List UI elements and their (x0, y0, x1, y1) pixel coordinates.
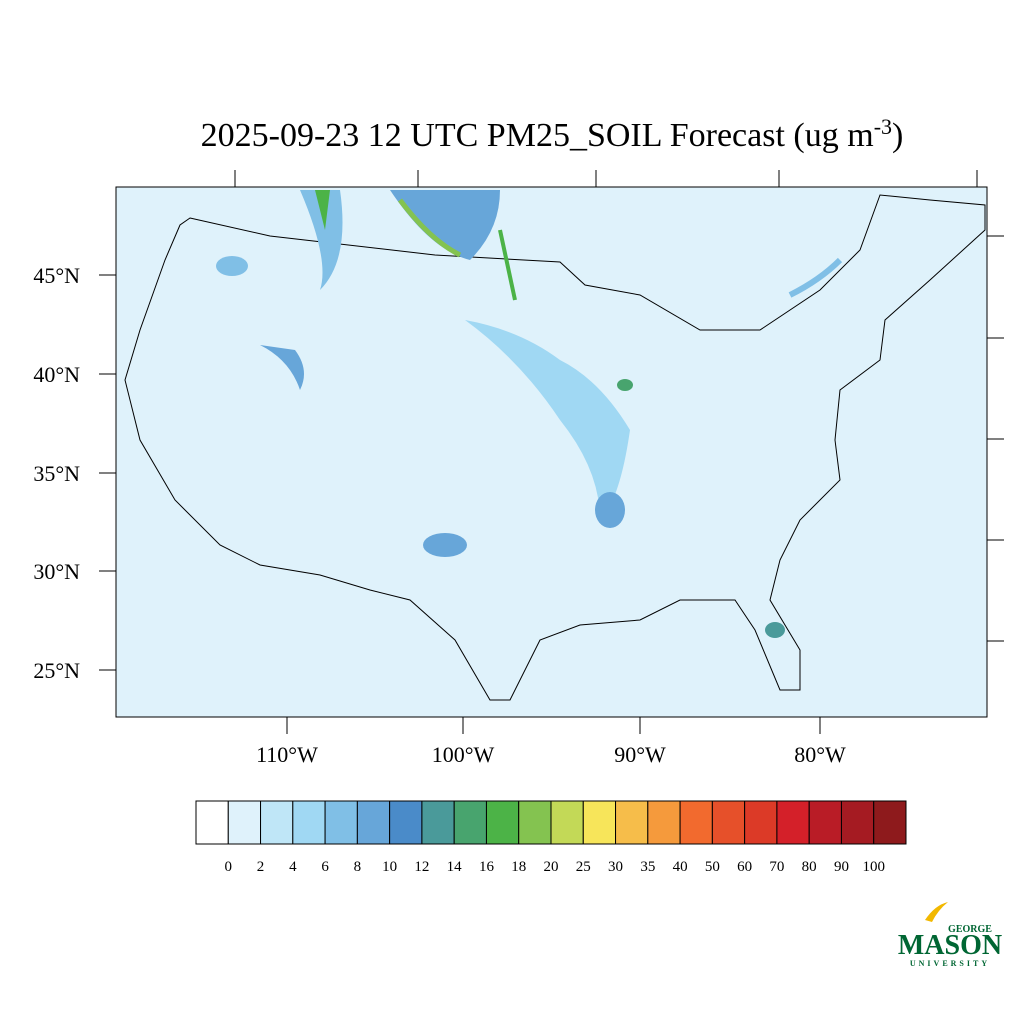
title: 2025-09-23 12 UTC PM25_SOIL Forecast (ug… (201, 114, 904, 154)
plume (498, 229, 517, 301)
logo-main: MASON (898, 930, 1002, 961)
colorbar-box (615, 800, 649, 845)
colorbar-label: 60 (737, 859, 752, 875)
colorbar-label: 12 (414, 859, 429, 875)
colorbar-box (292, 800, 326, 845)
colorbar-box (356, 800, 391, 845)
colorbar-label: 18 (511, 859, 526, 875)
plume (398, 198, 462, 258)
colorbar-box (260, 800, 294, 845)
title-end: ) (892, 117, 903, 154)
colorbar-box (453, 800, 487, 845)
colorbar-box (550, 800, 584, 845)
colorbar-box (389, 800, 423, 845)
colorbar-box (421, 800, 455, 845)
colorbar-label: 0 (225, 859, 233, 875)
lon-label: 110°W (256, 742, 318, 767)
colorbar-box (776, 800, 810, 845)
plume (617, 379, 633, 391)
colorbar-label: 6 (321, 859, 329, 875)
plume (260, 345, 304, 390)
colorbar-box (873, 800, 907, 845)
colorbar-label: 4 (289, 859, 297, 875)
colorbar-label: 14 (447, 859, 463, 875)
map (115, 170, 1004, 718)
plume (423, 533, 467, 557)
plume (390, 190, 500, 260)
colorbar-label: 10 (382, 859, 397, 875)
colorbar-label: 90 (834, 859, 849, 875)
us-outline (124, 194, 986, 701)
colorbar-label: 25 (576, 859, 591, 875)
map-frame (115, 186, 988, 718)
logo-bottom: UNIVERSITY (910, 959, 990, 968)
colorbar-box (324, 800, 358, 845)
colorbar-label: 2 (257, 859, 265, 875)
plume (315, 190, 330, 230)
plume (300, 190, 343, 290)
colorbar-box (840, 800, 875, 845)
colorbar-box (744, 800, 778, 845)
colorbar-label: 70 (769, 859, 784, 875)
colorbar-label: 35 (640, 859, 655, 875)
logo-top: GEORGE (948, 924, 992, 935)
colorbar-box (679, 800, 713, 845)
colorbar-box (227, 800, 262, 845)
lat-label: 30°N (33, 559, 80, 584)
colorbar-label: 100 (862, 859, 885, 875)
colorbar-label: 16 (479, 859, 495, 875)
title-text: 2025-09-23 12 UTC PM25_SOIL Forecast (ug… (201, 117, 874, 154)
lat-label: 25°N (33, 658, 80, 683)
lon-label: 90°W (614, 742, 666, 767)
lat-label: 45°N (33, 263, 80, 288)
plume (216, 256, 248, 276)
colorbar-label: 30 (608, 859, 623, 875)
colorbar-box (647, 800, 681, 845)
logo-mark (925, 902, 948, 922)
colorbar-box (485, 800, 520, 845)
plume (765, 622, 785, 638)
colorbar-box (582, 800, 617, 845)
lon-label: 80°W (794, 742, 846, 767)
logo: GEORGE MASON UNIVERSITY (898, 902, 1002, 968)
colorbar-box (518, 800, 552, 845)
colorbar-box (195, 800, 229, 845)
lat-label: 40°N (33, 362, 80, 387)
colorbar-label: 20 (544, 859, 559, 875)
plume (788, 257, 843, 298)
colorbar-box (808, 800, 842, 845)
lon-label: 100°W (432, 742, 495, 767)
colorbar-box (711, 800, 746, 845)
plume (595, 492, 625, 528)
colorbar-label: 50 (705, 859, 720, 875)
lat-label: 35°N (33, 461, 80, 486)
title-superscript: -3 (874, 114, 892, 139)
plume (465, 320, 630, 520)
colorbar-label: 8 (354, 859, 362, 875)
colorbar-label: 80 (802, 859, 817, 875)
colorbar-label: 40 (673, 859, 688, 875)
